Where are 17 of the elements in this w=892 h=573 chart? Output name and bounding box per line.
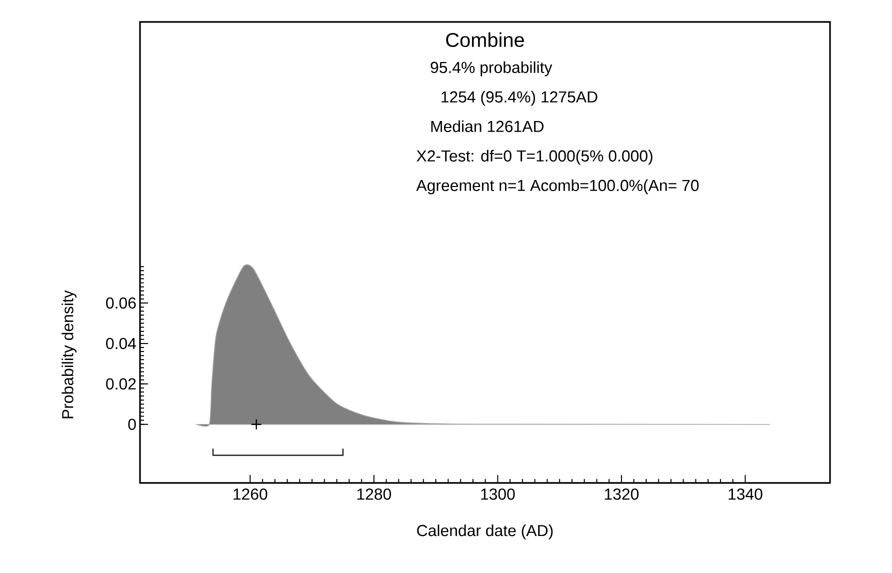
y-axis-title: Probability density — [62, 290, 76, 418]
x-tick-label: 1300 — [481, 488, 515, 500]
chart-title: Combine — [446, 32, 524, 48]
x-tick-label: 1320 — [604, 488, 639, 500]
annotation: Agreement n=1 Acomb=100.0%(An= 70 — [416, 179, 699, 194]
x-tick-label: 1260 — [234, 488, 268, 500]
x-tick-label: 1280 — [357, 488, 392, 500]
y-tick-label: 0.04 — [106, 338, 136, 350]
y-tick-label: 0 — [128, 418, 136, 430]
y-tick-label: 0.02 — [106, 378, 136, 390]
y-tick-label: 0.06 — [106, 297, 136, 309]
annotation: 1254 (95.4%) 1275AD — [442, 90, 598, 106]
annotation: X2-Test: df=0 T=1.000(5% 0.000) — [416, 150, 652, 165]
x-axis-title: Calendar date (AD) — [417, 524, 553, 540]
x-tick-label: 1340 — [728, 488, 762, 500]
annotation: Median 1261AD — [431, 120, 544, 132]
annotation: 95.4% probability — [430, 61, 552, 76]
